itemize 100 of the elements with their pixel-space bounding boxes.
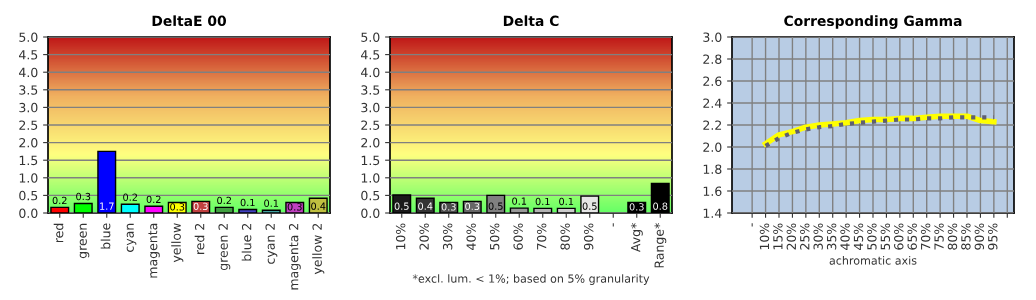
y-tick-label: 4.0 <box>361 67 380 78</box>
y-tick-label: 2.0 <box>19 138 38 148</box>
data-label: 0.4 <box>418 202 433 210</box>
data-label: 0.1 <box>535 197 550 206</box>
x-tick-label: 20% <box>786 223 797 250</box>
x-tick-label: green <box>79 223 90 259</box>
x-tick-label: 50% <box>489 223 500 250</box>
x-tick-label: yellow <box>171 223 184 263</box>
data-label: 0.3 <box>287 203 302 211</box>
data-label: 0.3 <box>441 203 456 211</box>
data-label: 0.2 <box>52 196 67 205</box>
x-axis-title: achromatic axis <box>829 256 917 265</box>
x-tick-label: 60% <box>894 223 904 250</box>
y-tick-label: 0.0 <box>361 208 380 218</box>
y-tick-label: 3.5 <box>19 85 38 95</box>
y-tick-label: 5.0 <box>19 32 38 42</box>
x-tick-label: 85% <box>961 223 971 250</box>
x-tick-label: 15% <box>773 223 783 250</box>
y-tick-label: 2.8 <box>703 54 722 64</box>
x-tick-label: 80% <box>947 223 958 250</box>
y-tick-label: 0.5 <box>361 190 380 201</box>
x-tick-label: 50% <box>867 223 877 250</box>
data-label: 0.2 <box>146 195 161 204</box>
data-label: 0.1 <box>512 197 527 205</box>
y-tick-label: 4.0 <box>19 67 38 78</box>
y-tick-label: 2.2 <box>703 120 722 130</box>
y-tick-label: 2.0 <box>361 138 380 148</box>
y-tick-label: 1.8 <box>703 164 722 174</box>
x-tick-label: 40% <box>466 223 476 250</box>
x-tick-label: cyan <box>126 223 137 252</box>
data-label: 0.2 <box>123 193 138 201</box>
y-tick-label: 4.5 <box>19 50 38 60</box>
y-tick-label: 3.5 <box>361 85 380 95</box>
x-tick-label: 95% <box>988 223 998 250</box>
x-tick-label: 45% <box>853 223 864 250</box>
x-tick-label: 90% <box>583 223 594 250</box>
x-tick-label: magenta 2 <box>288 223 301 290</box>
data-label: 0.4 <box>311 202 326 210</box>
x-tick-label: - <box>751 223 753 227</box>
data-label: 1.7 <box>100 202 114 210</box>
y-tick-label: 3.0 <box>19 102 38 113</box>
x-tick-label: 30% <box>813 223 823 250</box>
y-tick-label: 1.6 <box>703 186 722 196</box>
y-tick-label: 1.5 <box>361 155 380 166</box>
x-tick-label: 75% <box>934 223 944 250</box>
x-tick-label: 70% <box>920 223 931 250</box>
x-tick-label: blue 2 <box>241 223 252 261</box>
data-label: 0.3 <box>76 192 91 201</box>
x-tick-label: 60% <box>513 223 523 250</box>
x-tick-label: 10% <box>759 223 770 250</box>
data-label: 0.2 <box>217 196 232 205</box>
data-label: 0.5 <box>582 202 597 210</box>
x-axis-title: *excl. lum. < 1%; based on 5% granularity <box>412 274 650 285</box>
x-tick-label: 20% <box>419 223 429 250</box>
x-tick-label: 40% <box>840 223 850 250</box>
data-label: 0.1 <box>264 199 279 207</box>
y-tick-label: 2.5 <box>361 120 380 130</box>
y-tick-label: 4.5 <box>361 50 380 60</box>
x-tick-label: 90% <box>974 223 985 250</box>
x-tick-label: yellow 2 <box>312 223 325 275</box>
x-tick-label: green 2 <box>218 223 231 271</box>
y-tick-label: 3.0 <box>703 32 722 42</box>
x-tick-label: 55% <box>880 223 891 250</box>
x-tick-label: 65% <box>907 223 917 250</box>
y-tick-label: 5.0 <box>361 32 380 42</box>
x-tick-label: red 2 <box>194 223 205 254</box>
x-tick-label: 25% <box>800 223 810 250</box>
x-tick-label: cyan 2 <box>265 223 278 264</box>
chart-title: Corresponding Gamma <box>784 15 962 29</box>
x-tick-label: 30% <box>442 223 453 250</box>
x-tick-label: Avg* <box>630 223 643 253</box>
y-tick-label: 1.0 <box>361 173 380 183</box>
y-tick-label: 1.0 <box>19 173 38 183</box>
y-tick-label: 1.5 <box>19 155 38 166</box>
data-label: 0.3 <box>170 203 185 211</box>
y-tick-label: 2.4 <box>703 98 722 108</box>
x-tick-label: 10% <box>395 223 406 250</box>
x-tick-label: 70% <box>536 223 547 250</box>
y-tick-label: 2.5 <box>19 120 38 130</box>
chart-title: Delta C <box>503 15 559 27</box>
data-label: 0.5 <box>394 202 409 210</box>
data-label: 0.8 <box>653 202 668 210</box>
y-tick-label: 2.6 <box>703 76 722 86</box>
y-tick-label: 2.0 <box>703 142 722 152</box>
x-tick-label: - <box>612 223 614 227</box>
x-tick-label: 80% <box>560 223 570 250</box>
x-tick-label: red <box>53 223 64 243</box>
data-label: 0.5 <box>488 202 503 210</box>
data-label: 0.1 <box>559 197 574 206</box>
data-label: 0.3 <box>193 202 208 211</box>
data-label: 0.3 <box>629 203 644 211</box>
data-label: 0.3 <box>465 202 480 211</box>
x-tick-label: Range* <box>654 223 667 268</box>
x-tick-label: blue <box>100 223 111 249</box>
data-label: 0.1 <box>240 198 255 207</box>
y-tick-label: 3.0 <box>361 102 380 113</box>
chart-title: DeltaE 00 <box>152 15 227 27</box>
x-tick-label: 35% <box>826 223 837 250</box>
y-tick-label: 0.0 <box>19 208 38 218</box>
x-tick-label: magenta <box>148 223 160 278</box>
